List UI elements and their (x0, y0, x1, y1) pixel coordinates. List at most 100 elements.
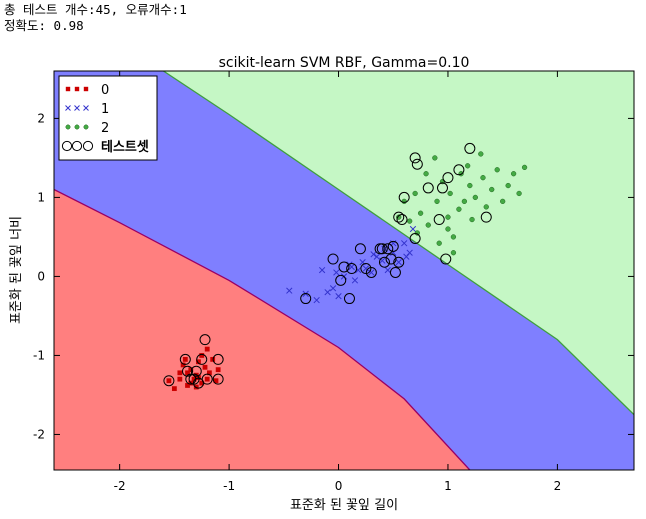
test-point (385, 253, 397, 265)
point-class-2 (447, 190, 453, 197)
legend-marker-2 (65, 124, 71, 130)
test-point (378, 256, 390, 268)
test-point (343, 293, 355, 305)
region-class-0 (54, 189, 470, 470)
point-class-1 (318, 266, 326, 274)
axis-ticks: -2 -1 0 1 2 -2 -1 0 1 2 (33, 71, 634, 493)
legend-marker-0 (74, 86, 80, 92)
point-class-1 (384, 266, 391, 274)
legend-marker-1 (83, 105, 89, 111)
point-class-2 (494, 167, 500, 173)
point-class-0 (204, 346, 210, 352)
test-point (212, 373, 224, 385)
test-point (440, 253, 452, 265)
point-class-2 (412, 190, 418, 197)
test-point (199, 334, 211, 346)
point-class-0 (206, 370, 212, 376)
boundary-line-1 (163, 71, 634, 416)
point-class-0 (213, 378, 219, 384)
point-class-2 (461, 198, 468, 205)
summary-line-1: 총 테스트 개수:45, 오류개수:1 (4, 2, 187, 17)
test-point (398, 191, 410, 203)
legend-box (58, 75, 158, 161)
point-class-0 (177, 370, 183, 376)
point-class-2 (489, 186, 495, 193)
test-point (464, 142, 476, 154)
point-class-1 (362, 265, 370, 272)
test-point (433, 214, 445, 226)
point-class-2 (478, 151, 484, 157)
y-tick-label: -1 (33, 348, 45, 362)
point-class-2 (483, 204, 489, 210)
test-point (188, 373, 200, 385)
test-point (354, 243, 366, 255)
chart-title: scikit-learn SVM RBF, Gamma=0.10 (219, 55, 470, 71)
point-class-2 (417, 210, 424, 216)
point-class-0 (185, 370, 190, 376)
point-class-1 (409, 225, 417, 233)
test-point (212, 353, 224, 365)
point-class-2 (450, 250, 457, 256)
point-class-0 (202, 364, 208, 370)
boundary-line-0 (54, 188, 471, 470)
test-point (179, 353, 191, 365)
point-class-2 (407, 218, 413, 224)
legend-marker-1 (65, 105, 71, 111)
x-tick-label: 0 (335, 479, 343, 493)
point-class-2 (450, 234, 457, 240)
legend-label: 1 (101, 102, 109, 117)
y-tick-label: -2 (33, 427, 45, 441)
point-class-0 (199, 353, 205, 358)
test-point (393, 211, 405, 223)
point-class-2 (472, 194, 478, 201)
point-class-2 (516, 190, 522, 197)
point-class-2 (445, 214, 451, 220)
point-class-0 (191, 376, 197, 382)
summary-line-2: 정확도: 0.98 (4, 18, 84, 33)
test-point (201, 373, 213, 385)
test-point (300, 293, 312, 305)
point-class-2 (469, 216, 475, 223)
test-point (396, 214, 408, 226)
test-point (360, 263, 372, 275)
test-point (442, 172, 454, 184)
legend-marker-1 (74, 105, 80, 111)
legend-marker-2 (83, 124, 89, 130)
point-class-1 (368, 269, 375, 276)
test-point (480, 211, 492, 223)
point-class-0 (204, 376, 210, 382)
point-class-0 (196, 359, 201, 365)
test-point (196, 353, 208, 365)
point-class-1 (329, 285, 337, 292)
point-class-2 (456, 206, 462, 212)
test-point (453, 164, 465, 176)
point-class-0 (171, 386, 177, 392)
legend-marker-test (71, 140, 83, 152)
point-class-2 (434, 198, 440, 205)
legend-label: 0 (101, 83, 109, 98)
legend-marker-2 (74, 124, 80, 130)
point-class-2 (500, 198, 506, 205)
point-class-2 (436, 240, 442, 246)
point-class-0 (166, 378, 172, 384)
point-class-1 (373, 253, 380, 260)
test-point (338, 261, 350, 273)
y-tick-label: 1 (37, 190, 45, 204)
point-class-2 (521, 164, 528, 171)
point-class-2 (480, 175, 486, 181)
test-point (365, 266, 377, 278)
test-point (422, 182, 434, 194)
test-point (409, 233, 421, 245)
test-point (327, 253, 339, 265)
point-class-2 (425, 222, 431, 228)
point-class-2 (432, 155, 438, 161)
legend-marker-0 (83, 86, 89, 92)
x-tick-label: -1 (223, 479, 235, 493)
test-point (411, 158, 423, 170)
point-class-2 (423, 171, 429, 177)
point-class-2 (401, 198, 407, 205)
point-class-1 (370, 251, 377, 258)
test-point (346, 263, 358, 275)
point-class-0 (177, 376, 183, 382)
